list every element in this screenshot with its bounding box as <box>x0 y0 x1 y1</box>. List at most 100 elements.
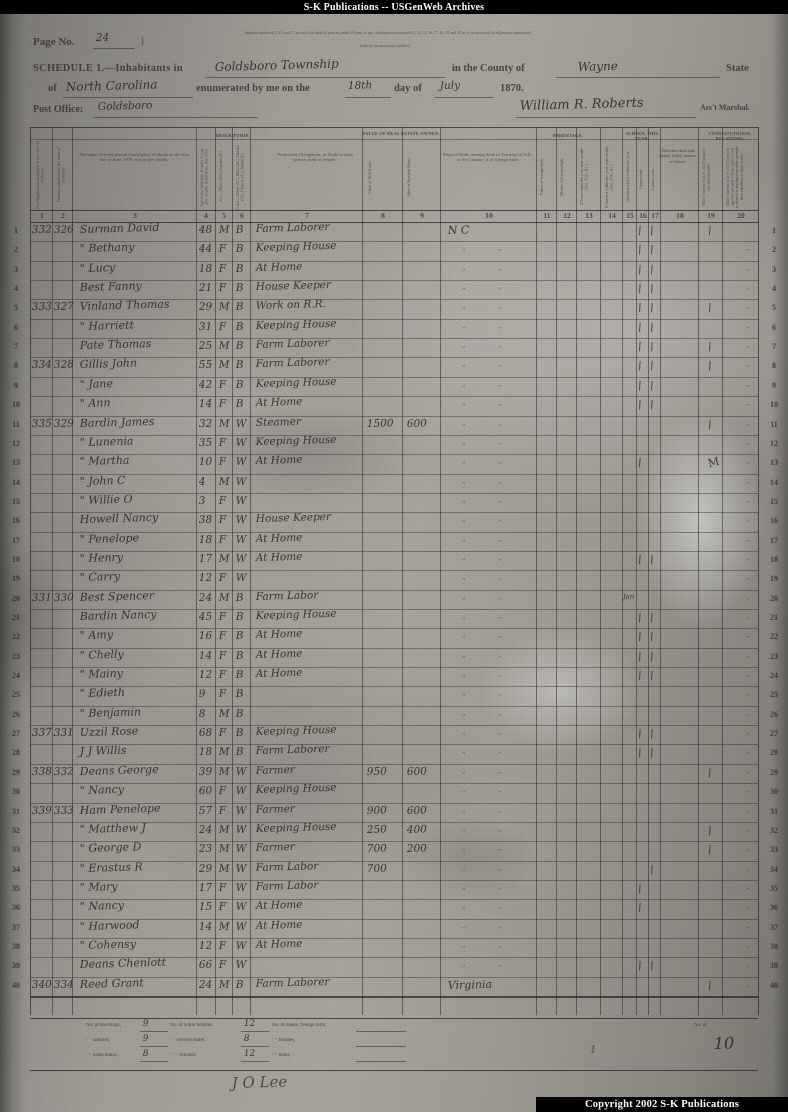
row-23-occupation: At Home <box>255 647 303 661</box>
row-number-right-8: 8 <box>772 361 776 371</box>
row-18-birthplace-ditto: ” <box>462 557 466 566</box>
row-17-birthplace-ditto2: ” <box>498 538 502 547</box>
column-number-1: 1 <box>40 211 44 220</box>
row-6-name: " Harriett <box>79 318 135 333</box>
row-25-color: B <box>235 688 244 701</box>
row-number-right-3: 3 <box>772 264 776 274</box>
row-31-occupation: Farmer <box>255 802 296 816</box>
row-31-color: W <box>235 804 247 817</box>
row-31-age: 57 <box>198 804 213 817</box>
table-row-rule <box>30 744 758 746</box>
row-19-birthplace-ditto: ” <box>462 577 466 586</box>
row-29-right-ditto: ” <box>746 770 750 779</box>
marshal-signature: William R. Roberts <box>519 95 644 114</box>
row-27-family-number: 331 <box>53 726 75 740</box>
table-row-rule <box>30 841 758 843</box>
page-brace: } <box>140 35 146 47</box>
row-number-right-40: 40 <box>770 980 778 990</box>
row-12-name: " Lunenia <box>79 434 134 449</box>
row-number-left-11: 11 <box>12 419 20 429</box>
row-27-dwelling-number: 337 <box>31 726 53 740</box>
table-row-rule <box>30 127 758 128</box>
footer-dwellings-value: 9 <box>142 1018 149 1029</box>
table-row-rule <box>30 550 758 552</box>
table-row-rule <box>30 260 758 262</box>
table-row-rule <box>30 241 758 243</box>
row-5-age: 29 <box>198 301 213 314</box>
row-9-name: " Jane <box>79 376 114 391</box>
row-12-age: 35 <box>198 436 213 449</box>
row-16-right-ditto: ” <box>746 519 750 528</box>
table-row-rule <box>30 628 758 630</box>
footer-families-value: 9 <box>142 1033 149 1044</box>
row-27-right-ditto: ” <box>746 732 750 741</box>
column-number-4: 4 <box>204 211 208 220</box>
row-23-birthplace-ditto2: ” <box>498 654 502 663</box>
row-9-right-ditto: ” <box>746 383 750 392</box>
table-row-rule <box>30 705 758 707</box>
row-number-left-4: 4 <box>14 284 18 294</box>
row-27-age: 68 <box>198 726 213 740</box>
footer-whitefemales-value: 12 <box>243 1018 256 1029</box>
row-40-age: 24 <box>198 978 213 991</box>
row-number-right-10: 10 <box>770 400 778 410</box>
row-20-right-ditto: ” <box>746 596 750 605</box>
township-value: Goldsboro Township <box>214 56 339 74</box>
row-number-right-35: 35 <box>770 883 778 893</box>
row-25-sex: F <box>218 688 227 701</box>
row-8-birthplace-ditto2: ” <box>498 364 502 373</box>
row-25-birthplace-ditto: ” <box>462 693 466 702</box>
census-table <box>30 127 759 1071</box>
row-number-right-6: 6 <box>772 322 776 332</box>
row-32-color: W <box>235 823 247 836</box>
row-number-left-40: 40 <box>12 980 20 990</box>
row-number-left-37: 37 <box>12 922 20 932</box>
row-11-family-number: 329 <box>53 416 75 430</box>
row-number-left-28: 28 <box>12 748 20 758</box>
column-number-16: 16 <box>639 211 647 220</box>
row-22-occupation: At Home <box>255 628 303 642</box>
row-27-occupation: Keeping House <box>255 723 337 739</box>
row-33-birthplace-ditto2: ” <box>498 848 502 857</box>
row-6-age: 31 <box>198 320 213 333</box>
row-7-birthplace-ditto2: ” <box>498 345 502 354</box>
row-26-birthplace-ditto: ” <box>462 712 466 721</box>
row-5-occupation: Work on R.R. <box>255 298 327 313</box>
row-25-name: " Edieth <box>79 686 126 701</box>
row-number-right-5: 5 <box>772 303 776 313</box>
footer-coloredmales-label: " " colored males, <box>170 1038 206 1043</box>
row-5-birthplace-ditto2: ” <box>498 306 502 315</box>
row-number-right-18: 18 <box>770 554 778 564</box>
row-9-color: B <box>235 378 244 391</box>
row-32-name: " Matthew J <box>79 821 147 836</box>
row-34-name: " Erastus R <box>79 859 143 875</box>
row-7-color: B <box>235 339 244 353</box>
row-14-right-ditto: ” <box>746 480 750 489</box>
row-40-occupation: Farm Laborer <box>255 975 330 990</box>
row-34-birthplace-ditto2: ” <box>498 867 502 876</box>
row-38-birthplace-ditto: ” <box>462 944 466 953</box>
of-label: of <box>48 83 57 94</box>
row-16-birthplace-ditto: ” <box>462 519 466 528</box>
row-16-sex: F <box>218 514 227 527</box>
row-26-age: 8 <box>198 707 206 720</box>
page-no-value: 24 <box>95 31 110 44</box>
row-number-left-29: 29 <box>12 767 20 777</box>
row-12-birthplace-ditto2: ” <box>498 441 502 450</box>
row-number-left-26: 26 <box>12 709 20 719</box>
row-13-age: 10 <box>198 455 213 469</box>
row-number-right-1: 1 <box>772 226 776 235</box>
row-24-right-ditto: ” <box>746 674 750 683</box>
col2-header: Families numbered in the order of visita… <box>56 147 66 203</box>
row-16-birthplace-ditto2: ” <box>498 519 502 528</box>
row-6-color: B <box>235 320 244 333</box>
row-18-color: W <box>235 552 247 565</box>
row-8-sex: M <box>218 359 230 372</box>
row-number-right-24: 24 <box>770 671 778 681</box>
table-row-rule <box>30 492 758 494</box>
row-32-sex: M <box>218 823 230 836</box>
row-11-right-ditto: ” <box>746 422 750 431</box>
row-number-right-14: 14 <box>770 477 778 487</box>
col10-header: Place of Birth, naming State or Territor… <box>443 152 533 163</box>
dayof-label: day of <box>394 83 422 94</box>
